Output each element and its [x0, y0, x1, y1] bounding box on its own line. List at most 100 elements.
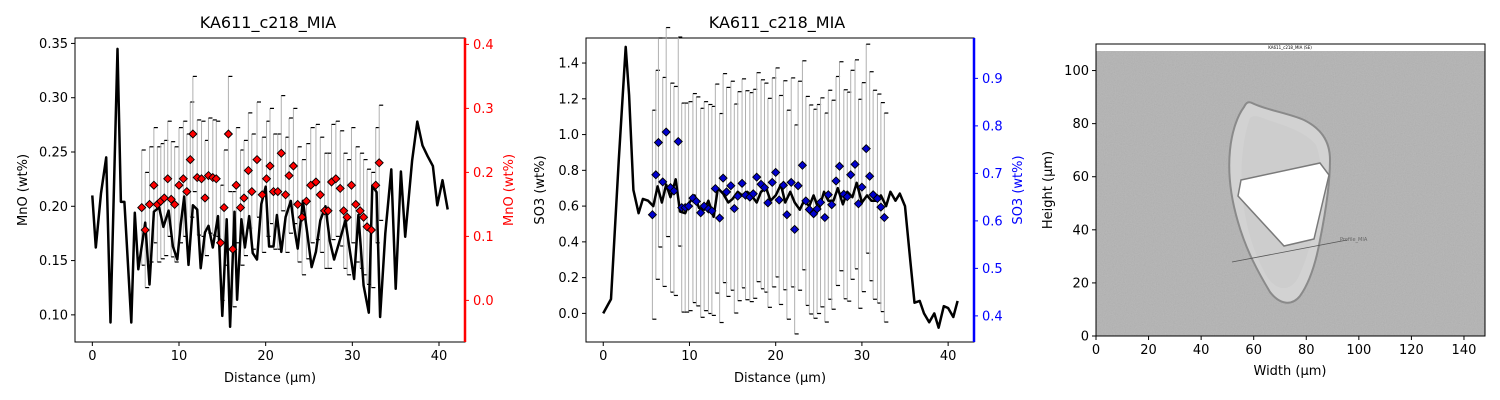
mno-data-point — [159, 193, 169, 203]
so3-data-point — [872, 193, 883, 204]
so3-y2-tick-label: 0.5 — [982, 262, 1003, 277]
so3-data-point — [823, 190, 833, 200]
mno-data-point — [170, 199, 180, 210]
so3-y-axis-label: SO3 (wt%) — [533, 155, 548, 224]
mno-data-point — [311, 177, 321, 187]
so3-data-point — [831, 176, 841, 186]
mno-x-tick-label: 0 — [88, 349, 96, 364]
mno-data-point — [196, 174, 207, 184]
mno-y2-axis: 0.0 0.1 0.2 0.3 0.4 — [465, 38, 494, 309]
mno-x-tick-label: 40 — [431, 349, 448, 364]
mno-data-point — [219, 202, 229, 213]
mno-data-point — [144, 199, 155, 210]
sem-profile-line — [1231, 239, 1348, 263]
mno-y-tick-label: 0.30 — [39, 91, 68, 106]
mno-data-point — [252, 154, 262, 165]
so3-y-tick-label: 0.8 — [558, 164, 579, 179]
mno-data-point — [331, 174, 341, 184]
mno-x-tick-label: 10 — [171, 349, 188, 364]
sem-y-tick-label: 0 — [1081, 330, 1089, 345]
so3-y2-tick-label: 0.4 — [982, 309, 1003, 324]
sem-y-tick-label: 100 — [1064, 64, 1089, 79]
mno-data-point — [301, 196, 312, 206]
so3-data-point — [812, 204, 822, 214]
mno-data-point — [231, 180, 241, 190]
so3-data-point — [857, 182, 867, 192]
sem-x-axis: 0 20 40 60 80 100 120 140 — [1092, 336, 1477, 358]
sem-image-panel: KA611_c218_MIA (SE) Profile_MIA 0 20 40 60 8… — [1041, 43, 1486, 379]
mno-x-tick-label: 20 — [257, 349, 274, 364]
so3-y2-tick-label: 0.7 — [982, 167, 1003, 182]
so3-y-tick-label: 1.2 — [558, 92, 579, 107]
sem-x-tick-label: 140 — [1452, 343, 1477, 358]
so3-y-tick-label: 1.4 — [558, 57, 579, 72]
so3-y2-tick-label: 0.9 — [982, 72, 1003, 87]
so3-data-point — [842, 192, 852, 202]
mno-data-point — [358, 212, 369, 222]
mno-data-point — [371, 180, 381, 190]
sem-x-tick-label: 120 — [1399, 343, 1424, 358]
mno-data-point — [276, 148, 286, 158]
so3-y-tick-label: 0.0 — [558, 307, 579, 322]
mno-x-tick-label: 30 — [344, 349, 361, 364]
so3-data-point — [801, 196, 811, 206]
so3-data-point — [797, 160, 808, 170]
so3-data-point — [721, 187, 732, 197]
mno-data-point — [355, 206, 365, 216]
so3-data-point — [879, 212, 889, 223]
so3-data-point — [759, 182, 770, 193]
mno-data-point — [200, 193, 210, 203]
so3-data-point — [767, 177, 777, 188]
so3-data-point — [737, 178, 747, 188]
so3-data-point — [820, 212, 830, 223]
mno-data-point — [243, 165, 253, 176]
sem-x-tick-label: 80 — [1298, 343, 1315, 358]
so3-data-point — [827, 200, 837, 210]
so3-data-point — [763, 198, 773, 208]
mno-data-point — [297, 212, 307, 222]
mno-y-tick-label: 0.20 — [39, 200, 68, 215]
mno-data-point — [247, 186, 257, 197]
mno-data-point — [137, 202, 147, 213]
so3-data-point — [691, 196, 702, 207]
mno-y2-axis-label: MnO (wt%) — [502, 154, 517, 226]
mno-x-axis: 0 10 20 30 40 — [88, 342, 447, 364]
sem-x-tick-label: 40 — [1193, 343, 1210, 358]
so3-data-point — [876, 202, 886, 212]
so3-chart-title: KA611_c218_MIA — [709, 13, 846, 33]
sem-image-caption: KA611_c218_MIA (SE) — [1268, 45, 1312, 50]
mno-data-point — [374, 158, 384, 168]
mno-profile-line — [91, 47, 449, 329]
so3-data-point — [733, 191, 743, 201]
so3-data-point — [790, 224, 800, 235]
mno-data-point — [211, 174, 221, 184]
mno-data-point — [265, 161, 275, 171]
mno-data-point — [239, 193, 249, 203]
sem-profile-label: Profile_MIA — [1340, 237, 1368, 243]
mno-y-axis-label: MnO (wt%) — [16, 154, 31, 226]
mno-y2-tick-label: 0.2 — [473, 166, 494, 181]
so3-markers — [647, 127, 889, 235]
mno-data-point — [346, 180, 357, 190]
mno-data-point — [273, 186, 283, 197]
mno-data-point — [323, 206, 333, 216]
so3-y2-axis: 0.4 0.5 0.6 0.7 0.8 0.9 — [974, 72, 1003, 324]
so3-x-tick-label: 20 — [767, 349, 784, 364]
so3-data-point — [865, 171, 875, 181]
mno-data-point — [185, 154, 195, 165]
sem-y-tick-label: 80 — [1072, 117, 1089, 132]
mno-data-point — [315, 190, 325, 200]
mno-y-tick-label: 0.25 — [39, 146, 68, 161]
mno-y2-tick-label: 0.0 — [473, 294, 494, 309]
mno-chart: KA611_c218_MIA 0 10 20 30 40 0.10 0.15 0.20 0.2… — [16, 13, 517, 386]
so3-data-point — [782, 210, 792, 220]
so3-chart: KA611_c218_MIA 0 10 20 30 40 0.0 0.2 0.4 0.6 0.8… — [533, 13, 1026, 386]
mno-y2-tick-label: 0.1 — [473, 230, 494, 245]
mno-data-point — [366, 225, 377, 235]
mno-data-point — [174, 180, 184, 190]
mno-data-point — [293, 199, 303, 210]
so3-data-point — [853, 199, 864, 209]
mno-y-axis: 0.10 0.15 0.20 0.25 0.30 0.35 — [39, 37, 75, 323]
so3-data-point — [752, 172, 762, 182]
so3-data-point — [748, 189, 758, 199]
